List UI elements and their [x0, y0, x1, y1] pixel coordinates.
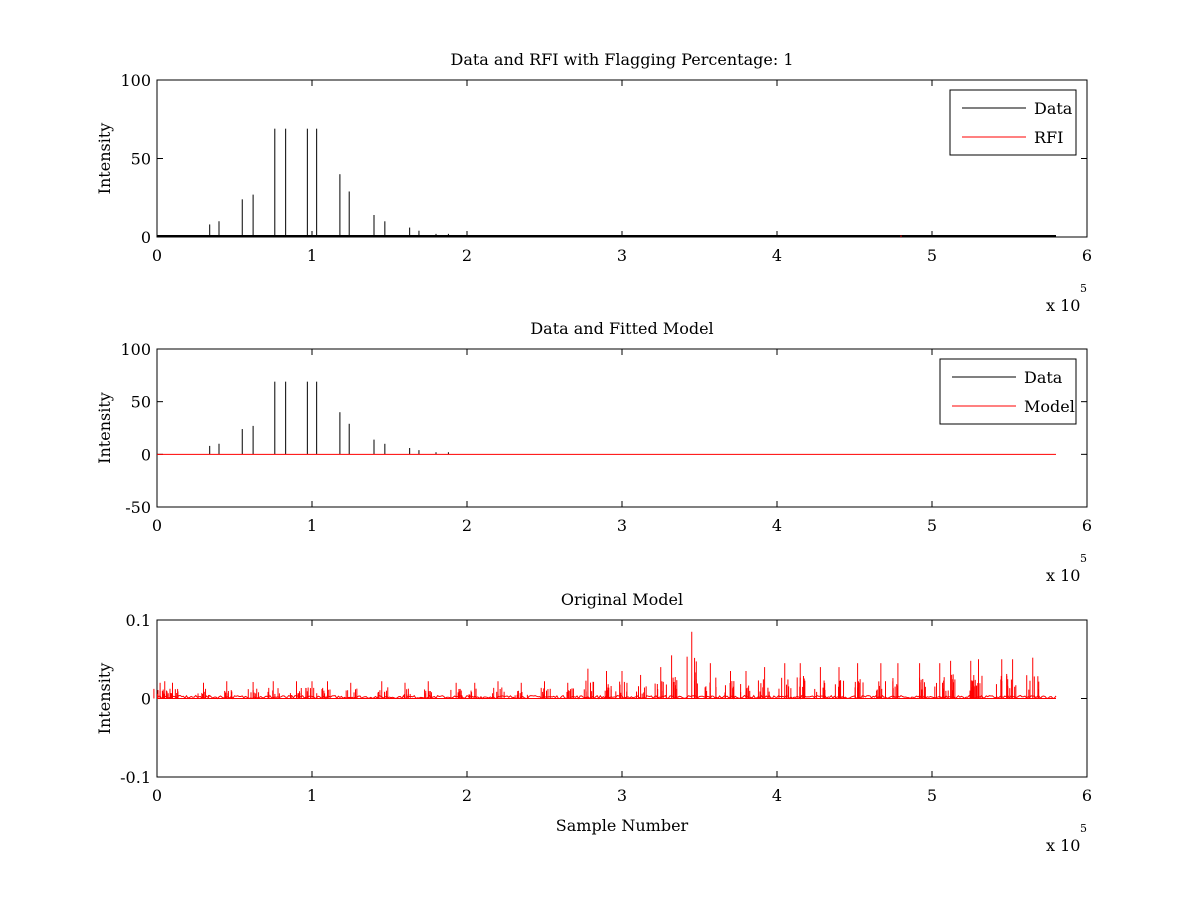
x-tick-label: 5: [927, 516, 937, 535]
x-tick-label: 3: [617, 246, 627, 265]
y-axis-label-3: Intensity: [95, 663, 114, 735]
x-tick-label: 6: [1082, 246, 1092, 265]
x-tick-label: 0: [152, 246, 162, 265]
x-multiplier-exponent: 5: [1080, 282, 1087, 295]
x-tick-label: 2: [462, 516, 472, 535]
x-tick-label: 0: [152, 786, 162, 805]
x-tick-label: 5: [927, 786, 937, 805]
x-tick-label: 1: [307, 786, 317, 805]
figure: Data and RFI with Flagging Percentage: 1…: [0, 0, 1200, 900]
chart-title-2: Data and Fitted Model: [530, 319, 713, 338]
x-tick-label: 2: [462, 786, 472, 805]
x-tick-label: 3: [617, 786, 627, 805]
y-tick-label: 100: [120, 71, 151, 90]
x-tick-label: 0: [152, 516, 162, 535]
x-tick-label: 4: [772, 246, 782, 265]
x-axis-label: Sample Number: [556, 816, 689, 835]
y-tick-label: 0: [141, 690, 151, 709]
x-tick-label: 5: [927, 246, 937, 265]
y-tick-label: 0.1: [126, 611, 151, 630]
x-tick-label: 4: [772, 516, 782, 535]
x-multiplier-label: x 10: [1046, 836, 1080, 855]
x-tick-label: 3: [617, 516, 627, 535]
x-tick-label: 1: [307, 246, 317, 265]
x-multiplier-label: x 10: [1046, 566, 1080, 585]
chart-title-3: Original Model: [561, 590, 683, 609]
x-tick-label: 1: [307, 516, 317, 535]
x-tick-label: 4: [772, 786, 782, 805]
x-multiplier-label: x 10: [1046, 296, 1080, 315]
x-tick-label: 6: [1082, 786, 1092, 805]
y-tick-label: 50: [131, 150, 151, 169]
y-tick-label: -0.1: [120, 768, 151, 787]
plot-frame-1: [157, 80, 1087, 237]
y-tick-label: 0: [141, 228, 151, 247]
y-tick-label: -50: [125, 498, 151, 517]
legend-label: Model: [1024, 397, 1075, 416]
x-tick-label: 6: [1082, 516, 1092, 535]
legend-label: RFI: [1034, 128, 1063, 147]
x-multiplier-exponent: 5: [1080, 822, 1087, 835]
chart-title-1: Data and RFI with Flagging Percentage: 1: [450, 50, 793, 69]
y-tick-label: 50: [131, 393, 151, 412]
y-tick-label: 0: [141, 445, 151, 464]
x-multiplier-exponent: 5: [1080, 552, 1087, 565]
y-axis-label-1: Intensity: [95, 123, 114, 195]
legend-label: Data: [1024, 368, 1063, 387]
x-tick-label: 2: [462, 246, 472, 265]
y-tick-label: 100: [120, 340, 151, 359]
y-axis-label-2: Intensity: [95, 392, 114, 464]
legend-label: Data: [1034, 99, 1073, 118]
